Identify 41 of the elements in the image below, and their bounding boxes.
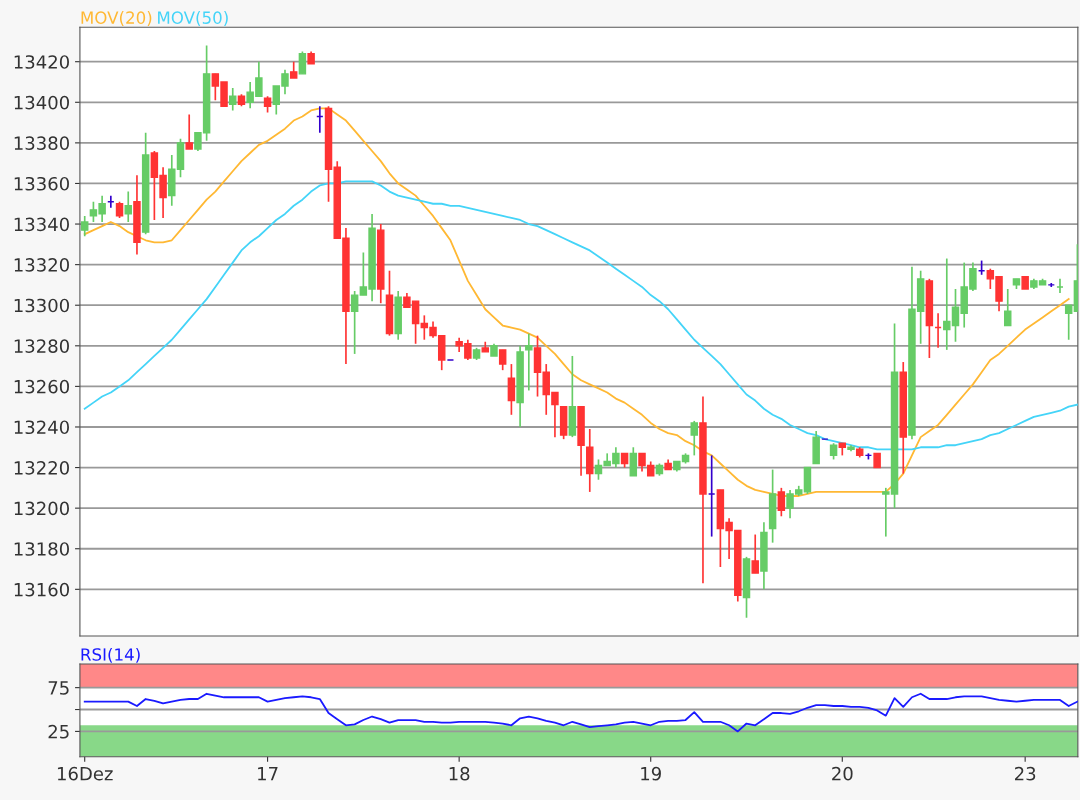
candlestick	[751, 533, 759, 574]
candlestick	[525, 332, 533, 392]
x-tick-label: 18	[449, 766, 470, 781]
y-tick-label: 75	[48, 681, 69, 695]
y-tick-label: 13420	[14, 55, 69, 69]
candlestick	[629, 446, 638, 477]
candlestick	[690, 420, 699, 457]
x-tick-label: 20	[832, 766, 853, 781]
x-tick-label: 23	[1014, 766, 1036, 781]
y-tick-label: 13260	[14, 379, 69, 394]
candlestick	[350, 290, 359, 355]
text: MOV(20)	[81, 11, 152, 26]
y-tick-label: 13340	[14, 217, 69, 232]
candlestick	[1003, 288, 1012, 327]
candlestick	[229, 87, 237, 112]
line-series	[83, 180, 1078, 451]
x-tick-label: 19	[641, 766, 661, 781]
chart-title: RSI(14)	[81, 647, 140, 663]
candlestick	[1064, 304, 1073, 341]
candlestick	[498, 349, 507, 371]
y-tick-label: 13360	[14, 176, 69, 191]
y-tick-label: 13180	[14, 542, 69, 556]
candlestick	[507, 363, 516, 416]
y-tick-label: 13220	[14, 461, 69, 475]
text: MOV(50)	[158, 11, 228, 26]
candlestick	[298, 50, 307, 75]
y-tick-label: 13380	[14, 136, 69, 150]
candlestick	[124, 190, 132, 223]
y-tick-label: 13300	[14, 298, 69, 313]
y-tick-label: 13280	[14, 339, 69, 353]
x-tick-label: 16Dez	[57, 766, 113, 781]
candlestick	[185, 113, 193, 150]
y-tick-label: 13240	[14, 420, 69, 435]
y-tick-label: 13320	[14, 258, 69, 272]
y-tick-label: 13400	[14, 95, 69, 110]
y-tick-label: 13200	[14, 501, 69, 516]
y-tick-label: 13160	[14, 582, 69, 597]
line-series	[83, 692, 1078, 733]
x-tick-label: 17	[258, 767, 278, 781]
y-tick-label: 25	[48, 724, 69, 739]
candlestick	[777, 487, 786, 518]
